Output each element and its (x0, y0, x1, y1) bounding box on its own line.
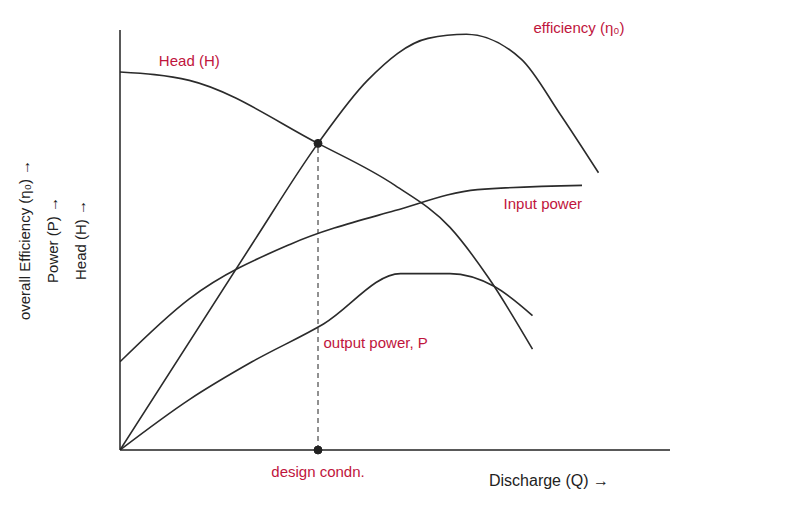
svg-text:Discharge (Q) →: Discharge (Q) → (489, 472, 609, 489)
svg-text:design condn.: design condn. (271, 463, 364, 480)
svg-text:Power (P) →: Power (P) → (44, 197, 61, 283)
svg-text:output power, P: output power, P (324, 334, 428, 351)
svg-text:overall Efficiency (η₀) →: overall Efficiency (η₀) → (16, 160, 33, 320)
svg-text:Input power: Input power (504, 195, 582, 212)
svg-text:Head (H): Head (H) (159, 52, 220, 69)
svg-text:efficiency (η₀): efficiency (η₀) (534, 19, 625, 36)
svg-text:Head (H) →: Head (H) → (72, 200, 89, 280)
